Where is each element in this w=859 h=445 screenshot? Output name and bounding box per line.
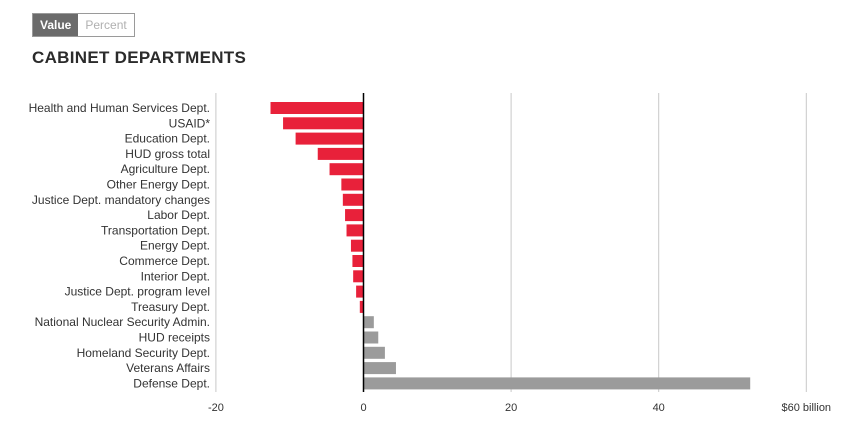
category-label: National Nuclear Security Admin.	[35, 315, 210, 329]
category-label: Other Energy Dept.	[107, 178, 210, 192]
bar[interactable]	[329, 163, 364, 176]
bar[interactable]	[342, 193, 364, 206]
category-label: Labor Dept.	[147, 208, 210, 222]
x-tick-label: $60 billion	[782, 402, 832, 414]
category-label: HUD gross total	[125, 147, 210, 161]
category-label: Commerce Dept.	[119, 254, 210, 268]
bar[interactable]	[295, 132, 364, 145]
bar[interactable]	[352, 255, 364, 267]
bar[interactable]	[356, 285, 364, 298]
x-tick-label: 20	[505, 402, 517, 414]
category-label: Health and Human Services Dept.	[29, 101, 210, 115]
category-label: Justice Dept. mandatory changes	[32, 193, 210, 207]
chart-bars	[270, 102, 751, 390]
bar[interactable]	[363, 331, 379, 344]
bar[interactable]	[363, 377, 751, 390]
chart-gridlines	[215, 93, 807, 392]
bar[interactable]	[317, 147, 364, 160]
percent-toggle-button[interactable]: Percent	[78, 14, 134, 36]
x-tick-label: -20	[208, 402, 224, 414]
category-label: Justice Dept. program level	[65, 285, 210, 299]
bar[interactable]	[363, 316, 374, 329]
bar[interactable]	[350, 239, 364, 252]
x-axis-tick-labels: -20 0 20 40 $60 billion	[208, 402, 831, 414]
x-tick-label: 0	[360, 402, 366, 414]
category-label: Transportation Dept.	[101, 223, 210, 237]
bar[interactable]	[359, 300, 364, 313]
bar[interactable]	[363, 346, 385, 359]
value-toggle-button[interactable]: Value	[33, 14, 79, 36]
category-label: Education Dept.	[125, 132, 210, 146]
bar[interactable]	[341, 178, 364, 191]
category-label: Energy Dept.	[140, 239, 210, 253]
category-label: USAID*	[169, 116, 211, 130]
category-label: Agriculture Dept.	[121, 162, 210, 176]
bar[interactable]	[345, 209, 364, 222]
category-label: HUD receipts	[139, 331, 210, 345]
x-tick-label: 40	[653, 402, 665, 414]
category-label: Homeland Security Dept.	[77, 346, 210, 360]
bar[interactable]	[353, 270, 364, 283]
category-label: Defense Dept.	[133, 376, 210, 390]
bar[interactable]	[270, 102, 364, 114]
category-label: Veterans Affairs	[126, 361, 210, 375]
category-labels: Health and Human Services Dept.USAID* Edu…	[29, 101, 211, 390]
bar[interactable]	[346, 224, 364, 237]
chart-title: CABINET DEPARTMENTS	[32, 48, 247, 67]
value-percent-toggle: Value Percent	[32, 13, 135, 37]
category-label: Interior Dept.	[141, 269, 210, 283]
category-label: Treasury Dept.	[131, 300, 210, 314]
bar[interactable]	[363, 362, 396, 375]
bar[interactable]	[283, 117, 364, 130]
